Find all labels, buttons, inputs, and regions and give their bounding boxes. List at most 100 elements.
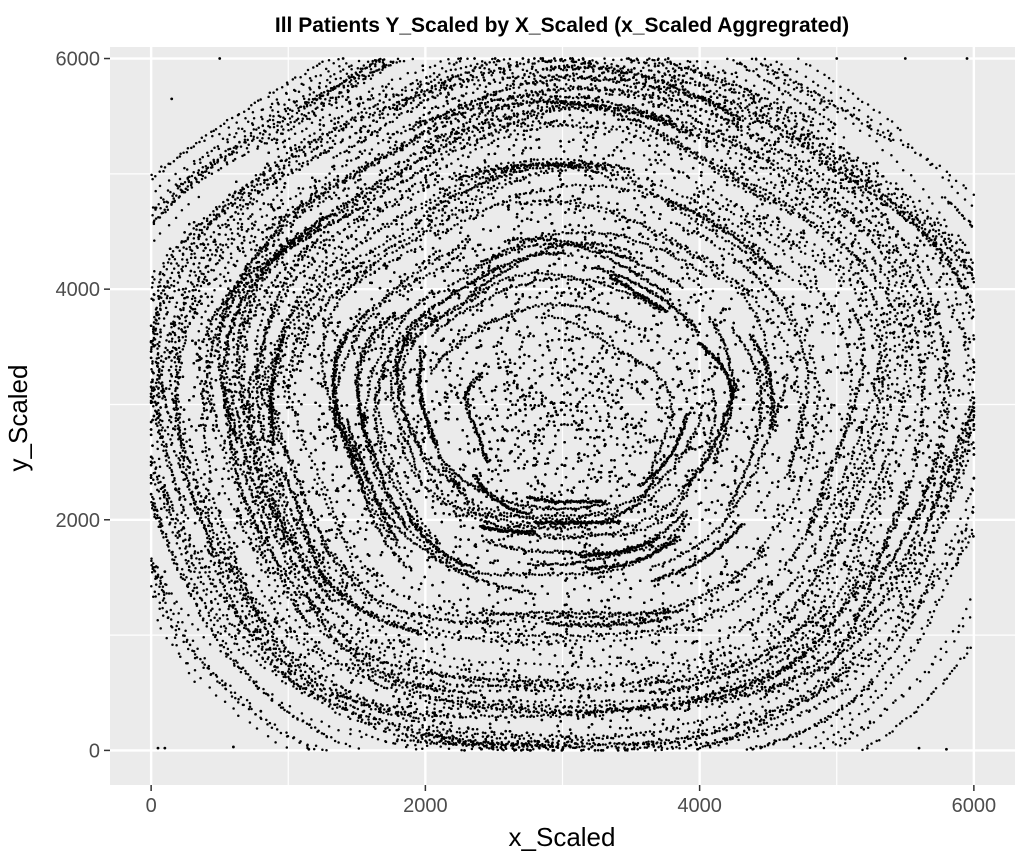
data-point bbox=[802, 413, 805, 416]
data-point bbox=[151, 214, 154, 217]
data-point bbox=[545, 80, 548, 83]
data-point bbox=[474, 487, 477, 490]
data-point bbox=[674, 90, 677, 93]
data-point bbox=[827, 661, 830, 664]
data-point bbox=[839, 652, 842, 655]
data-point bbox=[445, 474, 448, 477]
data-point bbox=[509, 88, 512, 91]
data-point bbox=[896, 377, 899, 380]
data-point bbox=[836, 107, 839, 110]
data-point bbox=[806, 672, 809, 675]
data-point bbox=[158, 281, 161, 284]
data-point bbox=[412, 143, 415, 146]
data-point bbox=[398, 247, 401, 250]
data-point bbox=[784, 476, 787, 479]
data-point bbox=[796, 233, 799, 236]
data-point bbox=[363, 704, 366, 707]
data-point bbox=[647, 139, 650, 142]
data-point bbox=[445, 139, 448, 142]
data-point bbox=[896, 383, 899, 386]
data-point bbox=[461, 479, 464, 482]
data-point bbox=[713, 327, 716, 330]
data-point bbox=[595, 737, 598, 740]
data-point bbox=[782, 101, 785, 104]
data-point bbox=[715, 716, 718, 719]
data-point bbox=[308, 118, 311, 121]
data-point bbox=[466, 698, 469, 701]
data-point bbox=[374, 411, 377, 414]
data-point bbox=[926, 517, 929, 520]
data-point bbox=[869, 289, 872, 292]
data-point bbox=[636, 82, 639, 85]
data-point bbox=[305, 338, 308, 341]
data-point bbox=[401, 382, 404, 385]
data-point bbox=[313, 579, 316, 582]
data-point bbox=[515, 700, 518, 703]
data-point bbox=[456, 304, 459, 307]
data-point bbox=[410, 539, 413, 542]
data-point bbox=[830, 663, 833, 666]
data-point bbox=[204, 545, 207, 548]
data-point bbox=[397, 394, 400, 397]
data-point bbox=[330, 586, 333, 589]
data-point bbox=[732, 600, 735, 603]
data-point bbox=[583, 635, 586, 638]
data-point bbox=[374, 727, 377, 730]
data-point bbox=[852, 590, 855, 593]
data-point bbox=[518, 86, 521, 89]
data-point bbox=[866, 462, 869, 465]
data-point bbox=[800, 341, 803, 344]
data-point bbox=[474, 733, 477, 736]
data-point bbox=[807, 374, 810, 377]
data-point bbox=[849, 647, 852, 650]
data-point bbox=[251, 184, 254, 187]
data-point bbox=[213, 213, 216, 216]
data-point bbox=[771, 69, 774, 72]
data-point bbox=[601, 738, 604, 741]
data-point bbox=[278, 655, 281, 658]
data-point bbox=[488, 704, 491, 707]
data-point bbox=[752, 254, 755, 256]
data-point bbox=[729, 369, 732, 372]
data-point bbox=[740, 129, 743, 132]
data-point bbox=[908, 484, 911, 487]
data-point bbox=[924, 285, 927, 288]
data-point bbox=[563, 699, 566, 702]
data-point bbox=[247, 151, 250, 154]
data-point bbox=[526, 749, 529, 752]
data-point bbox=[714, 731, 717, 734]
data-point bbox=[832, 512, 835, 515]
data-point bbox=[341, 95, 344, 98]
data-point bbox=[501, 186, 504, 189]
data-point bbox=[308, 571, 311, 574]
data-point bbox=[339, 692, 342, 695]
data-point bbox=[877, 618, 880, 621]
data-point bbox=[905, 246, 908, 249]
data-point bbox=[802, 351, 805, 354]
data-point bbox=[930, 300, 933, 303]
data-point bbox=[177, 433, 180, 436]
data-point bbox=[242, 429, 245, 432]
data-point bbox=[835, 507, 838, 510]
data-point bbox=[964, 537, 967, 540]
data-point bbox=[156, 347, 159, 350]
data-point bbox=[386, 622, 389, 625]
data-point bbox=[781, 271, 784, 274]
data-point bbox=[883, 426, 886, 429]
data-point bbox=[387, 471, 390, 474]
data-point bbox=[256, 183, 259, 186]
data-point bbox=[193, 237, 196, 240]
data-point bbox=[387, 713, 390, 716]
data-point bbox=[349, 173, 352, 176]
data-point bbox=[738, 260, 741, 263]
data-point bbox=[706, 718, 709, 721]
data-point bbox=[203, 226, 206, 229]
data-point bbox=[867, 631, 870, 634]
data-point bbox=[651, 698, 654, 701]
data-point bbox=[643, 630, 646, 633]
data-point bbox=[496, 746, 499, 749]
data-point bbox=[697, 720, 700, 723]
data-point bbox=[799, 339, 802, 342]
data-point bbox=[381, 619, 384, 622]
data-point bbox=[720, 336, 723, 339]
